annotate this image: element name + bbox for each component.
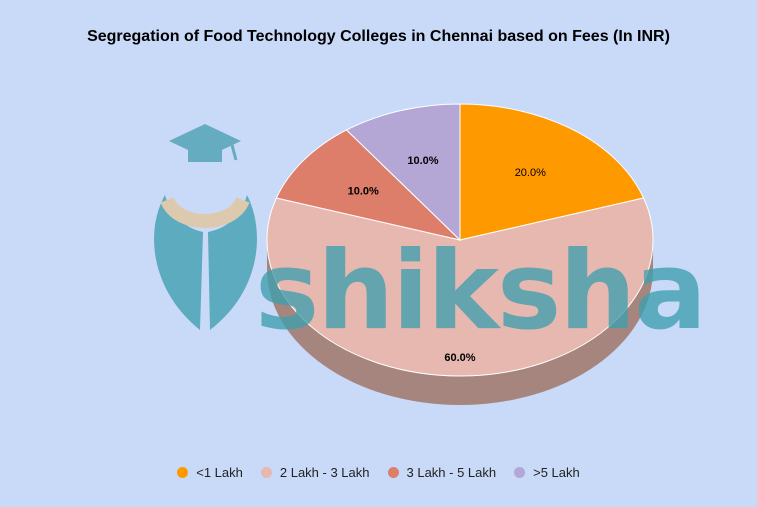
shiksha-watermark: shiksha — [154, 124, 707, 354]
pie-slice-1 — [266, 197, 654, 377]
legend-label-0: <1 Lakh — [196, 465, 243, 480]
legend-label-2: 3 Lakh - 5 Lakh — [406, 465, 497, 480]
slice-label-0: 20.0% — [515, 167, 546, 179]
watermark-cap-band — [188, 146, 222, 162]
legend-item-1: 2 Lakh - 3 Lakh — [260, 465, 370, 480]
pie-slice-2 — [275, 129, 462, 241]
watermark-collar — [160, 196, 250, 228]
legend-item-2: 3 Lakh - 5 Lakh — [387, 465, 497, 480]
legend-label-3: >5 Lakh — [533, 465, 580, 480]
legend-swatch-3 — [514, 467, 526, 478]
pie-slice-3 — [345, 103, 461, 242]
watermark-cap-icon — [169, 124, 241, 158]
slice-labels: 20.0% 60.0% 10.0% 10.0% — [348, 155, 547, 364]
slice-label-2: 10.0% — [348, 185, 379, 197]
legend-swatch-0 — [177, 467, 189, 478]
legend-label-1: 2 Lakh - 3 Lakh — [279, 465, 370, 480]
slice-label-1: 60.0% — [444, 352, 475, 364]
legend-item-3: >5 Lakh — [514, 465, 580, 480]
watermark-figure-right — [208, 195, 257, 330]
legend-swatch-1 — [260, 467, 272, 478]
legend-swatch-2 — [387, 467, 399, 478]
watermark-figure-left — [154, 195, 203, 330]
pie-slices — [266, 103, 654, 377]
chart-title: Segregation of Food Technology Colleges … — [87, 28, 670, 45]
legend: <1 Lakh 2 Lakh - 3 Lakh 3 Lakh - 5 Lakh >5 … — [0, 465, 757, 480]
slice-label-3: 10.0% — [407, 155, 438, 167]
pie-slice-0 — [459, 103, 645, 241]
watermark-text: shiksha — [255, 229, 705, 354]
legend-item-0: <1 Lakh — [177, 465, 243, 480]
